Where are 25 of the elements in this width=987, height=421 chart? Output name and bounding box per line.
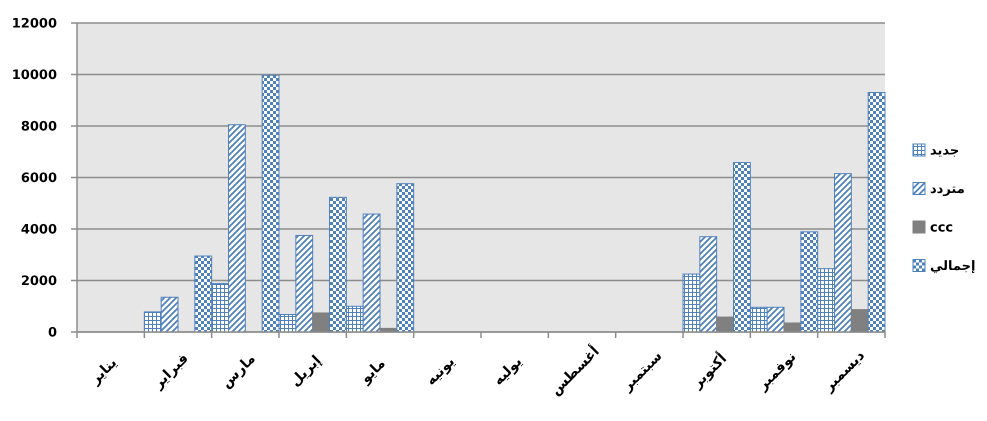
bar [396,183,414,332]
legend-label: متردد [930,182,965,198]
x-tick-label: نوفمبر [754,348,800,394]
x-tick-label: يناير [86,354,120,388]
x-tick-label: أكتوبر [687,349,730,392]
legend-label: جديد [930,144,960,159]
x-tick-label: يوليه [490,354,526,389]
x-tick-label: يونيه [423,354,458,389]
bar [868,92,886,332]
y-tick-label: 2000 [20,274,57,290]
x-tick-label: أغسطس [546,342,603,399]
legend-label: ccc [930,220,954,236]
x-tick-label: إبريل [287,352,324,390]
y-tick-label: 0 [48,326,57,341]
x-tick-label: مارس [218,350,259,392]
y-tick-label: 10000 [12,68,57,84]
x-tick-label: ديسمبر [820,348,868,396]
x-tick-label: فبراير [150,350,192,393]
legend-label: إجمالي [930,259,976,274]
y-tick-label: 12000 [12,16,57,32]
y-tick-label: 4000 [20,222,57,238]
x-tick-label: مايو [356,356,389,388]
y-tick-label: 8000 [20,120,57,135]
y-tick-label: 6000 [20,171,57,186]
x-tick-label: سبتمبر [618,348,666,395]
